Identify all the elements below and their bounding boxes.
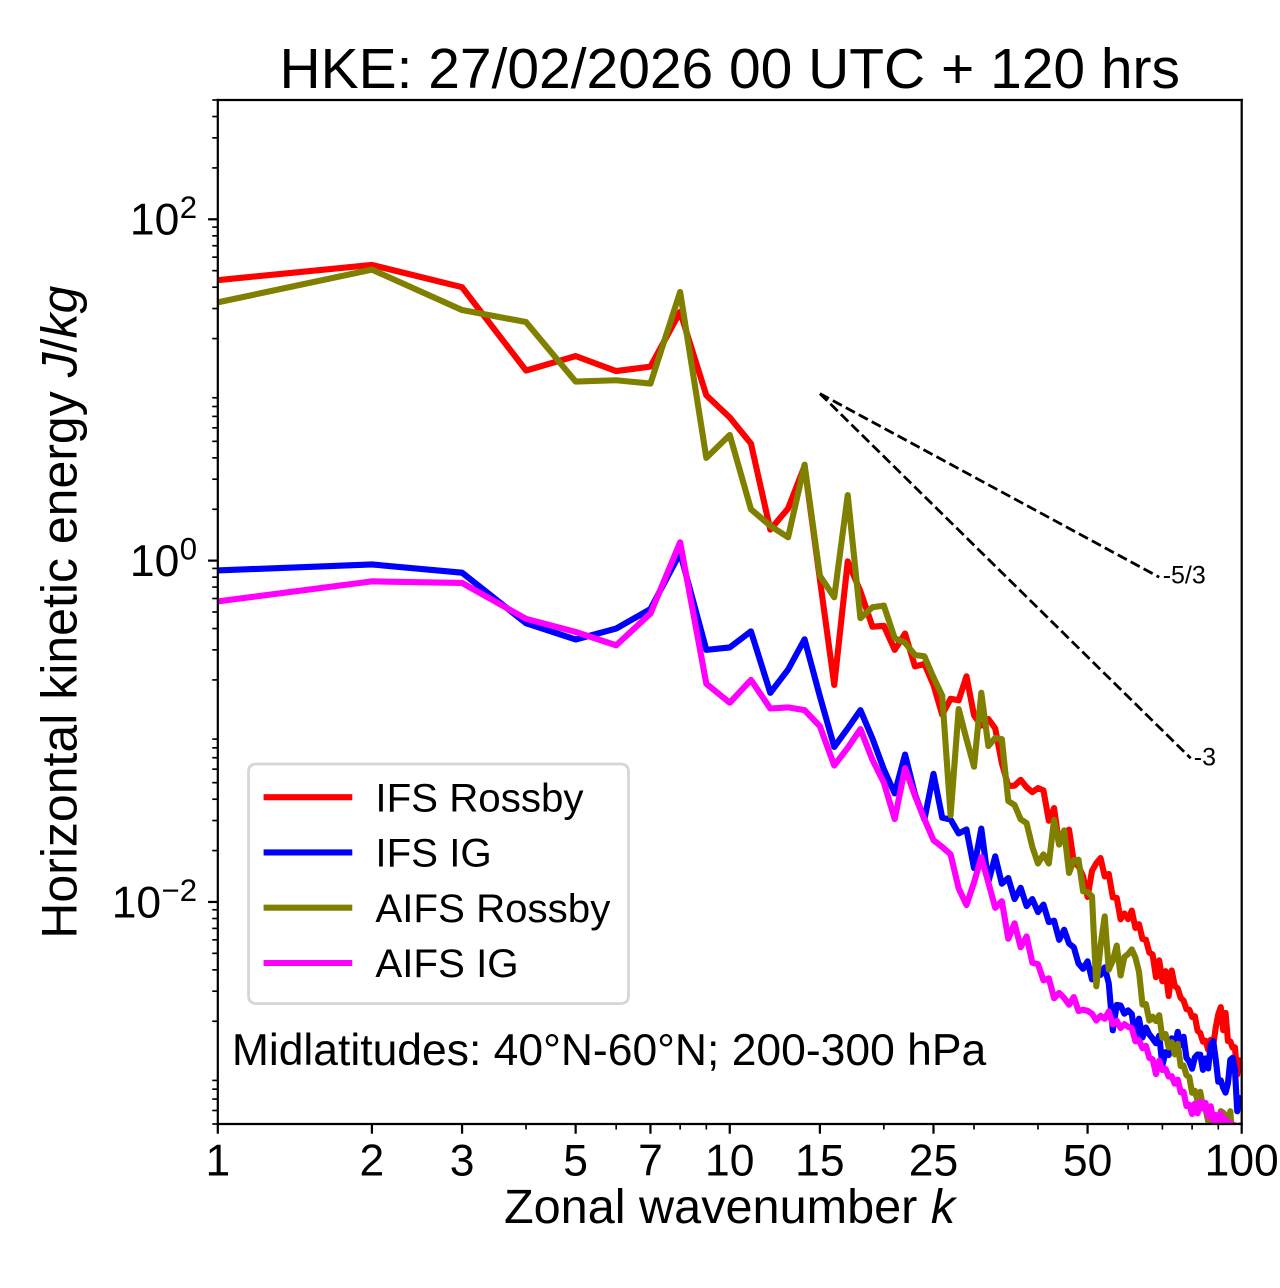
svg-text:5: 5 bbox=[563, 1137, 588, 1186]
svg-text:AIFS Rossby: AIFS Rossby bbox=[375, 886, 611, 931]
svg-text:IFS Rossby: IFS Rossby bbox=[375, 775, 584, 820]
svg-text:100: 100 bbox=[1205, 1137, 1279, 1186]
svg-text:HKE: 27/02/2026 00 UTC + 120 h: HKE: 27/02/2026 00 UTC + 120 hrs bbox=[280, 37, 1180, 101]
svg-text:7: 7 bbox=[638, 1137, 663, 1186]
svg-text:AIFS IG: AIFS IG bbox=[375, 941, 518, 986]
svg-text:Z o n a: Z o n a l w a v e n u m b e r k bbox=[504, 1180, 958, 1234]
svg-text:15: 15 bbox=[795, 1137, 844, 1186]
svg-text:3: 3 bbox=[450, 1137, 475, 1186]
svg-text:Midlatitudes: 40°N-60°N; 200-3: Midlatitudes: 40°N-60°N; 200-300 hPa bbox=[232, 1026, 987, 1075]
svg-text:1 0 −: 1 0 − 2 bbox=[112, 862, 197, 927]
svg-text:25: 25 bbox=[909, 1137, 958, 1186]
svg-text:2: 2 bbox=[360, 1137, 385, 1186]
svg-text:IFS IG: IFS IG bbox=[375, 831, 491, 876]
svg-text:50: 50 bbox=[1063, 1137, 1112, 1186]
svg-text:1 0 0: 1 0 0 bbox=[130, 532, 197, 586]
svg-text:H o r i: H o r i z o n t a l k i n e t i c e n e … bbox=[31, 285, 87, 938]
svg-text:10: 10 bbox=[705, 1137, 754, 1186]
svg-text:1: 1 bbox=[205, 1137, 230, 1186]
svg-text:-3: -3 bbox=[1194, 743, 1216, 771]
svg-text:1 0 2: 1 0 2 bbox=[130, 190, 197, 244]
svg-text:-5/3: -5/3 bbox=[1163, 562, 1206, 590]
